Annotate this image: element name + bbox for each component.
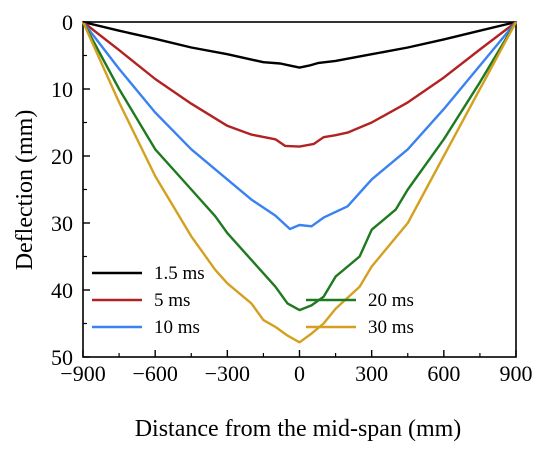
x-tick-label: 0 <box>294 361 305 386</box>
series-layer <box>81 20 518 344</box>
x-tick-label: −900 <box>60 361 105 386</box>
legend-label-0: 1.5 ms <box>154 263 205 284</box>
x-tick-label: 600 <box>427 361 460 386</box>
legend-label-3: 20 ms <box>368 290 414 311</box>
axes-layer: −900 −600 −300 0 300 600 900 0 10 20 30 40 50 <box>51 10 533 386</box>
y-tick-label: 20 <box>51 144 73 169</box>
legend-label-4: 30 ms <box>368 317 414 338</box>
x-tick-label: 300 <box>355 361 388 386</box>
y-tick-label: 40 <box>51 278 73 303</box>
series-line-1 <box>82 21 517 148</box>
series-line-0 <box>82 20 517 69</box>
series-line-4 <box>81 21 518 344</box>
x-tick-label: −600 <box>132 361 177 386</box>
x-tick-label: −300 <box>205 361 250 386</box>
legend-label-2: 10 ms <box>154 317 200 338</box>
y-axis-title: Deflection (mm) <box>12 110 38 271</box>
legend: 1.5 ms 5 ms 10 ms 20 ms 30 ms <box>92 263 414 338</box>
x-tick-label: 900 <box>500 361 533 386</box>
y-tick-label: 30 <box>51 211 73 236</box>
series-line-3 <box>81 21 518 312</box>
series-line-2 <box>82 21 517 231</box>
y-tick-label: 10 <box>51 77 73 102</box>
y-tick-label: 50 <box>51 345 73 370</box>
y-tick-label: 0 <box>62 10 73 35</box>
legend-label-1: 5 ms <box>154 290 190 311</box>
x-axis-title: Distance from the mid-span (mm) <box>135 416 462 442</box>
